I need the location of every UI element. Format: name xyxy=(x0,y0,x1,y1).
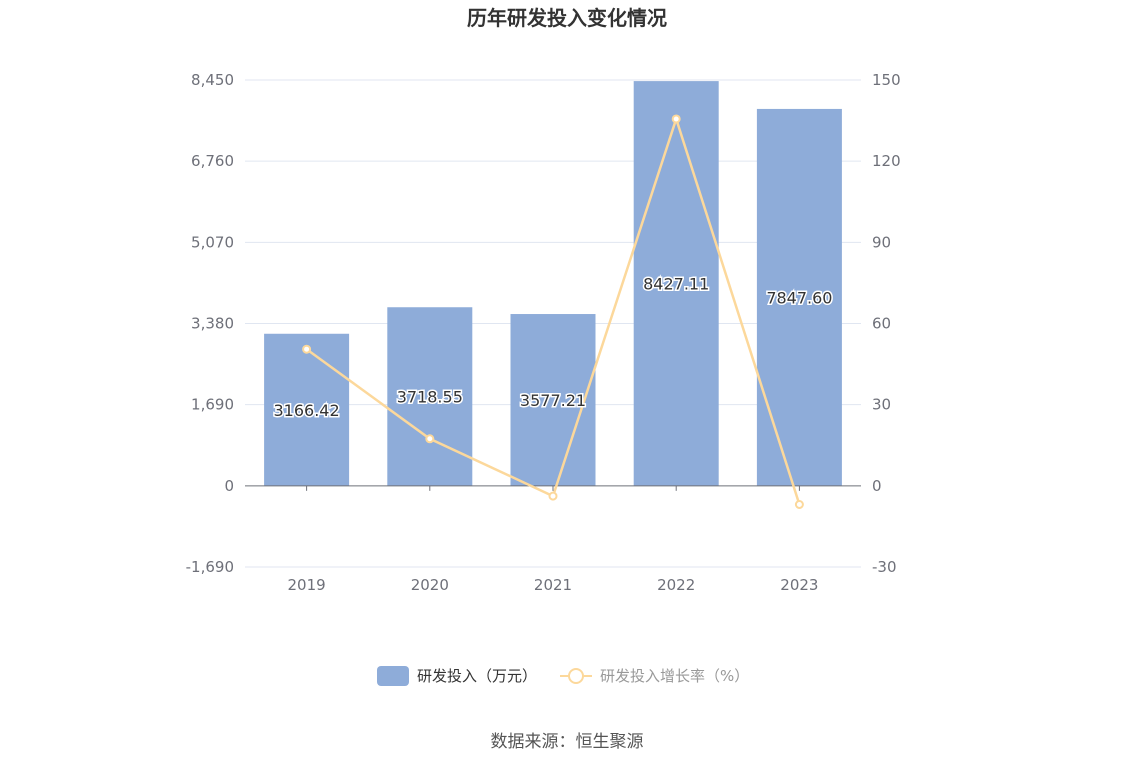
y-left-tick-label: 5,070 xyxy=(191,233,234,251)
y-right-tick-label: -30 xyxy=(872,558,897,576)
left-axis: 8,450 6,760 5,070 3,380 1,690 0 -1,690 xyxy=(186,71,234,576)
y-right-tick-label: 0 xyxy=(872,477,882,495)
legend-bar-swatch xyxy=(377,666,409,686)
y-left-tick-label: 3,380 xyxy=(191,315,234,333)
y-right-tick-label: 150 xyxy=(872,71,901,89)
chart-title: 历年研发投入变化情况 xyxy=(467,6,667,30)
y-left-tick-label: 0 xyxy=(224,477,234,495)
x-tick-label-2019: 2019 xyxy=(288,576,326,594)
y-left-tick-label: 8,450 xyxy=(191,71,234,89)
growth-point-2023[interactable] xyxy=(794,500,804,510)
bar-2019[interactable] xyxy=(264,333,350,486)
x-tick-label-2023: 2023 xyxy=(780,576,818,594)
bar-value-label-2022: 8427.11 xyxy=(643,274,709,293)
y-right-tick-label: 30 xyxy=(872,396,891,414)
growth-point-2020[interactable] xyxy=(425,434,435,444)
bar-2023[interactable] xyxy=(756,108,842,486)
legend-bar-label: 研发投入（万元） xyxy=(417,667,537,685)
y-right-tick-label: 120 xyxy=(872,152,901,170)
x-tick-label-2021: 2021 xyxy=(534,576,572,594)
bar-value-label-2023: 7847.60 xyxy=(766,288,832,307)
bar-2021[interactable] xyxy=(510,314,596,486)
y-right-tick-label: 90 xyxy=(872,233,891,251)
y-left-tick-label: -1,690 xyxy=(186,558,234,576)
legend-item-line[interactable]: 研发投入增长率（%） xyxy=(560,667,749,685)
x-tick-label-2022: 2022 xyxy=(657,576,695,594)
growth-point-2022[interactable] xyxy=(671,114,681,124)
legend-line-label: 研发投入增长率（%） xyxy=(600,667,749,685)
bar-labels: 3166.42 3718.55 3577.21 8427.11 7847.60 xyxy=(272,273,834,421)
y-left-tick-label: 1,690 xyxy=(191,396,234,414)
bar-value-label-2019: 3166.42 xyxy=(274,401,340,420)
growth-point-2021[interactable] xyxy=(548,491,558,501)
legend-item-bar[interactable]: 研发投入（万元） xyxy=(377,666,537,686)
x-tick-label-2020: 2020 xyxy=(411,576,449,594)
bar-2020[interactable] xyxy=(387,307,473,486)
bar-value-label-2021: 3577.21 xyxy=(520,391,586,410)
data-source: 数据来源：恒生聚源 xyxy=(491,732,644,752)
line-series xyxy=(302,114,804,510)
bar-series xyxy=(264,81,842,486)
bar-2022[interactable] xyxy=(633,81,719,486)
y-left-tick-label: 6,760 xyxy=(191,152,234,170)
bar-value-label-2020: 3718.55 xyxy=(397,388,463,407)
y-right-tick-label: 60 xyxy=(872,315,891,333)
legend-line-marker xyxy=(568,668,584,684)
growth-point-2019[interactable] xyxy=(302,344,312,354)
right-axis: 150 120 90 60 30 0 -30 xyxy=(872,71,901,576)
legend[interactable]: 研发投入（万元） 研发投入增长率（%） xyxy=(377,666,749,686)
x-axis: 2019 2020 2021 2022 2023 xyxy=(245,485,861,594)
